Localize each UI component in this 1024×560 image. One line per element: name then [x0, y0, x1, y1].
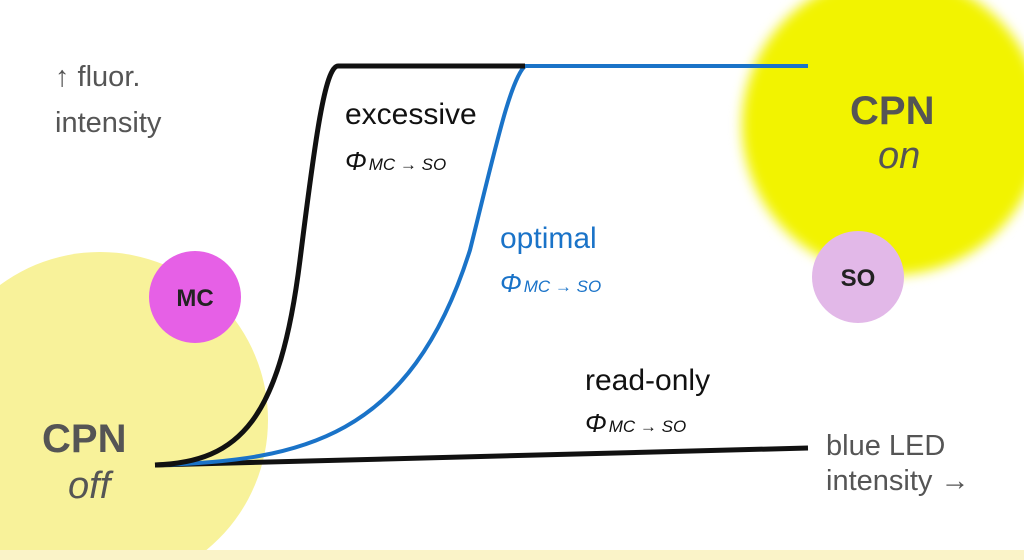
read-only-curve — [154, 445, 809, 468]
state-subtitle: on — [878, 135, 920, 177]
curve-yield: Φ MC → SO — [345, 146, 446, 176]
phi: Φ — [585, 408, 607, 438]
mc-circle — [149, 251, 241, 343]
phi: Φ — [345, 146, 367, 176]
bottom-strip — [0, 550, 1024, 560]
so-circle — [812, 231, 904, 323]
so-label: SO — [841, 265, 876, 292]
excessive-curve — [154, 63, 525, 468]
curve-name: read-only — [585, 364, 710, 397]
curve-yield: Φ MC → SO — [500, 268, 601, 298]
y-label: ↑ fluor. — [55, 61, 140, 93]
state-subtitle: off — [68, 465, 114, 507]
curve-yield: Φ MC → SO — [585, 408, 686, 438]
curve-name: optimal — [500, 222, 597, 255]
mc-label: MC — [176, 285, 213, 312]
curve-name: excessive — [345, 98, 477, 131]
state-title: CPN — [42, 417, 126, 461]
subscript: MC → SO — [609, 417, 686, 436]
phi: Φ — [500, 268, 522, 298]
x-label: blue LED — [826, 430, 945, 462]
subscript: MC → SO — [524, 277, 601, 296]
on-glow — [742, 0, 1024, 275]
subscript: MC → SO — [369, 155, 446, 174]
optimal-curve — [159, 64, 808, 467]
state-title: CPN — [850, 89, 934, 133]
y-label: intensity — [55, 107, 162, 139]
x-label: intensity → — [826, 465, 969, 497]
